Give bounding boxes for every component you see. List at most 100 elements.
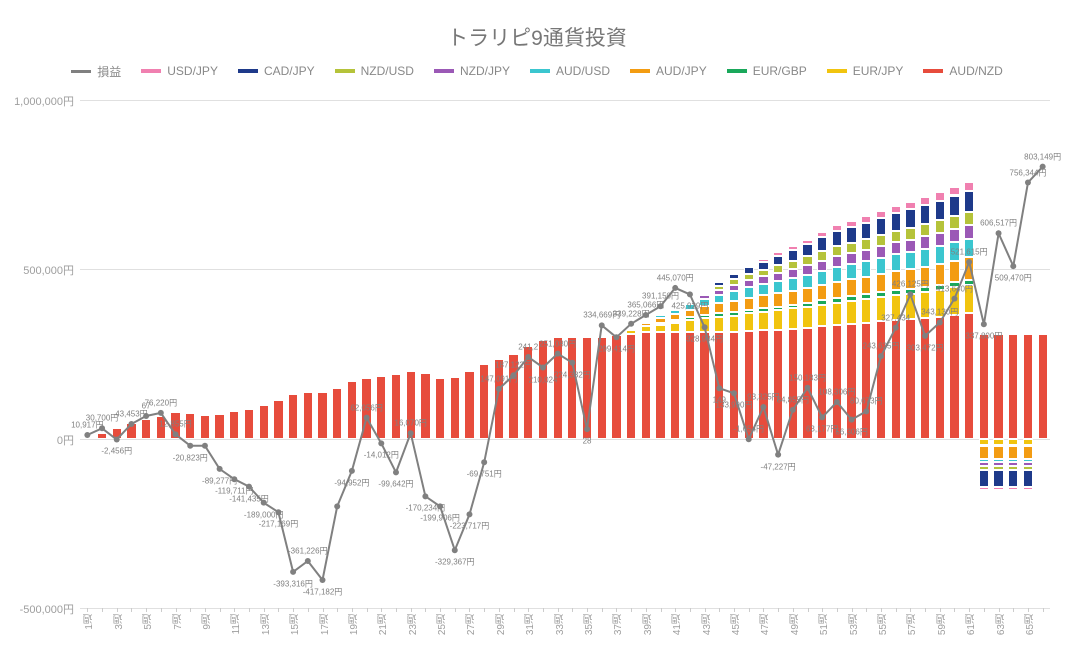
x-tick [749, 608, 750, 612]
legend-swatch [434, 69, 454, 73]
pl-marker [334, 503, 340, 509]
data-label: 803,149円 [1024, 151, 1061, 162]
x-tick [411, 608, 412, 612]
legend-label: CAD/JPY [264, 64, 315, 78]
x-tick-label: 61週 [964, 614, 979, 635]
data-label: -2,456円 [101, 446, 132, 457]
x-tick [954, 608, 955, 612]
x-tick [323, 608, 324, 612]
x-tick [763, 608, 764, 612]
x-tick [87, 608, 88, 612]
x-tick [293, 608, 294, 612]
pl-marker [702, 324, 708, 330]
x-tick [176, 608, 177, 612]
pl-marker [540, 365, 546, 371]
pl-marker [981, 321, 987, 327]
data-label: 328,984円 [686, 334, 723, 345]
x-tick-label: 63週 [994, 614, 1009, 635]
data-label: -1,654円 [733, 424, 764, 435]
y-tick-label: 0円 [4, 432, 74, 448]
data-label: 80,673円 [850, 396, 882, 407]
pl-marker [408, 430, 414, 436]
pl-marker [187, 443, 193, 449]
data-label: -361,226円 [288, 546, 328, 557]
data-label: 150,183円 [789, 372, 826, 383]
data-label: 93,325円 [747, 392, 779, 403]
data-label: 445,070円 [657, 272, 694, 283]
x-tick [984, 608, 985, 612]
x-tick [249, 608, 250, 612]
gridline [80, 608, 1050, 609]
x-tick-label: 45週 [729, 614, 744, 635]
x-tick [455, 608, 456, 612]
legend-label: AUD/USD [556, 64, 610, 78]
x-tick-label: 65週 [1023, 614, 1038, 635]
data-label: 30,700円 [86, 413, 118, 424]
x-tick [822, 608, 823, 612]
x-tick [837, 608, 838, 612]
x-tick-label: 57週 [905, 614, 920, 635]
x-tick [469, 608, 470, 612]
pl-marker [217, 466, 223, 472]
x-tick [925, 608, 926, 612]
data-label: 62,056円 [350, 402, 382, 413]
pl-marker [305, 558, 311, 564]
data-label: 337,800円 [965, 331, 1002, 342]
legend-item: AUD/NZD [923, 64, 1002, 78]
legend-item: EUR/GBP [727, 64, 807, 78]
pl-marker [951, 296, 957, 302]
x-tick [337, 608, 338, 612]
data-label: -141,435円 [229, 493, 269, 504]
pl-marker [496, 386, 502, 392]
x-tick [631, 608, 632, 612]
data-label: -20,823円 [173, 452, 208, 463]
y-tick-label: -500,000円 [4, 601, 74, 617]
pl-marker [819, 414, 825, 420]
x-tick [278, 608, 279, 612]
data-label: -217,169円 [259, 519, 299, 530]
x-tick [705, 608, 706, 612]
legend-swatch [141, 69, 161, 73]
pl-marker [731, 390, 737, 396]
data-label: -94,952円 [334, 477, 369, 488]
x-tick [616, 608, 617, 612]
data-label: 425,929円 [671, 301, 708, 312]
x-tick-label: 21週 [376, 614, 391, 635]
x-tick-label: 53週 [847, 614, 862, 635]
pl-marker [790, 407, 796, 413]
legend-label: AUD/JPY [656, 64, 707, 78]
legend-item: 損益 [71, 63, 121, 80]
data-label: 224,332円 [554, 369, 591, 380]
pl-marker [422, 493, 428, 499]
x-tick-label: 55週 [876, 614, 891, 635]
pl-marker [114, 436, 120, 442]
x-tick [352, 608, 353, 612]
x-tick-label: 33週 [553, 614, 568, 635]
data-label: 756,344円 [1009, 167, 1046, 178]
x-tick [528, 608, 529, 612]
x-tick [146, 608, 147, 612]
x-tick [440, 608, 441, 612]
data-label: 509,470円 [995, 273, 1032, 284]
data-label: -223,717円 [450, 521, 490, 532]
x-tick [1043, 608, 1044, 612]
data-label: 299,414円 [598, 344, 635, 355]
legend-swatch [727, 69, 747, 73]
x-tick [808, 608, 809, 612]
data-label: 63,177円 [806, 424, 838, 435]
legend-label: NZD/JPY [460, 64, 510, 78]
legend-label: NZD/USD [361, 64, 414, 78]
data-label: -99,642円 [378, 479, 413, 490]
x-tick [514, 608, 515, 612]
data-label: 606,517円 [980, 218, 1017, 229]
x-tick [866, 608, 867, 612]
x-tick [190, 608, 191, 612]
data-label: 67 [142, 401, 151, 410]
pl-marker [1025, 180, 1031, 186]
pl-marker [849, 417, 855, 423]
x-tick [734, 608, 735, 612]
pl-marker [466, 511, 472, 517]
pl-marker [834, 399, 840, 405]
x-tick [484, 608, 485, 612]
x-tick [896, 608, 897, 612]
